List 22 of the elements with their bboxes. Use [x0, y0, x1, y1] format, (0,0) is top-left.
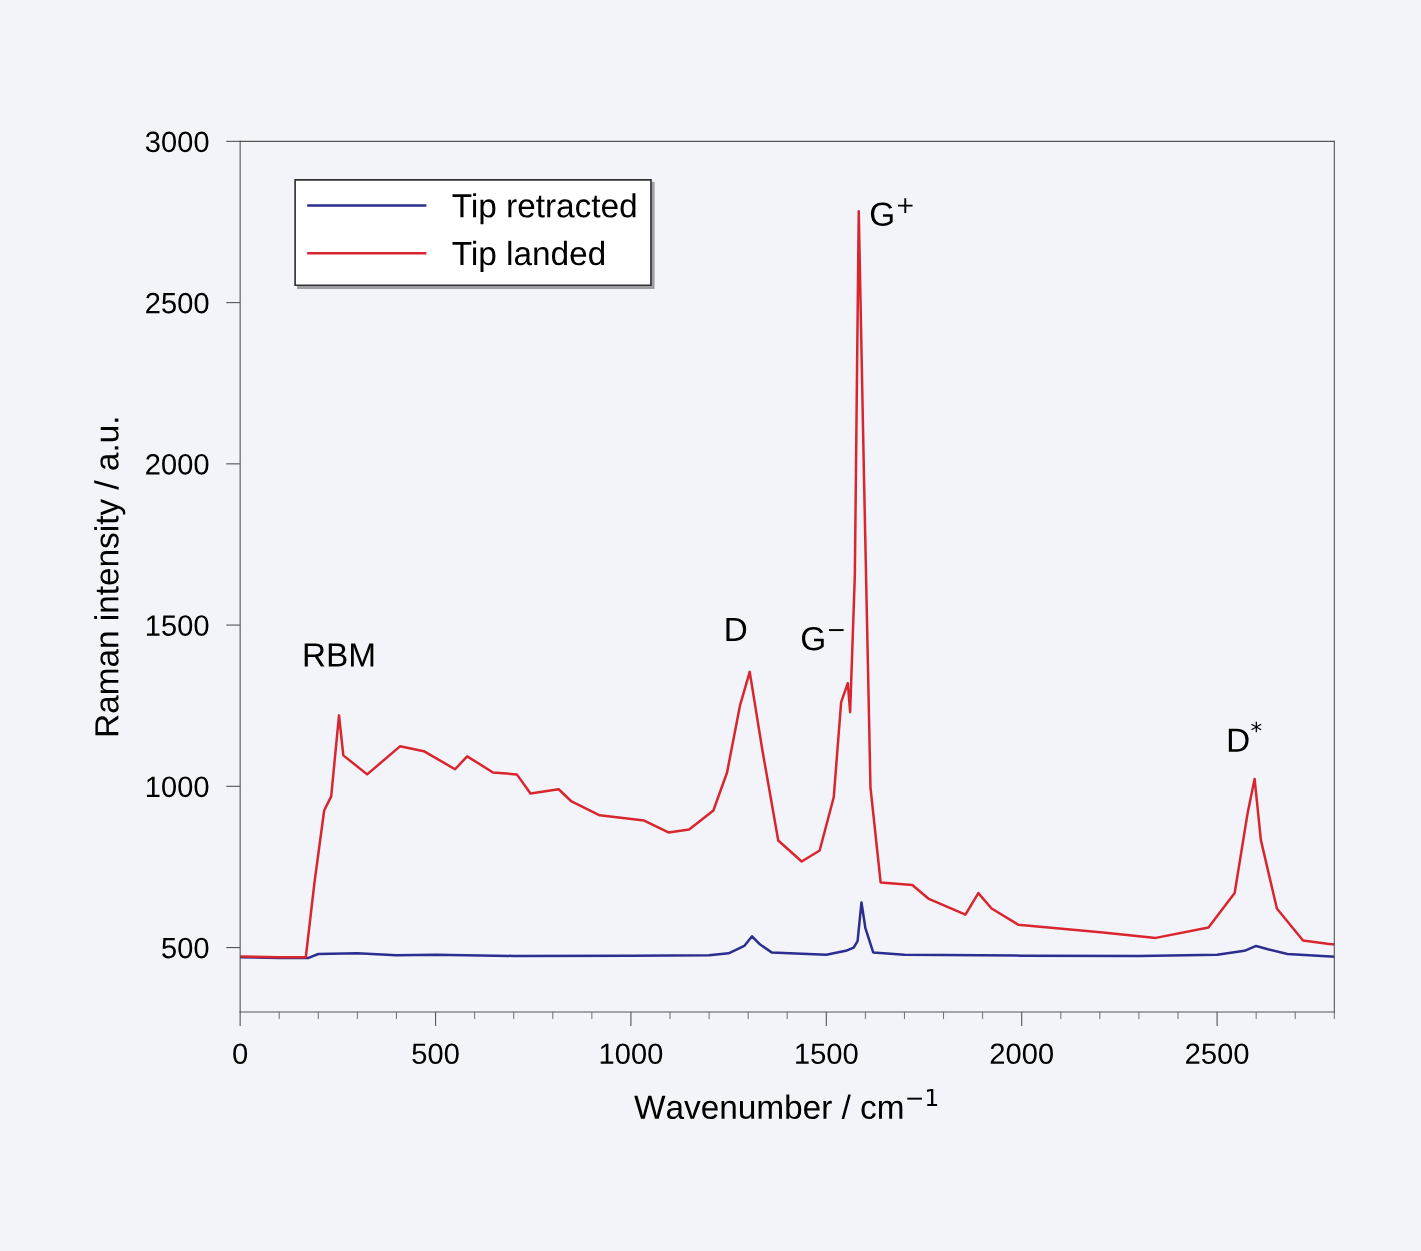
y-tick-label: 3000: [145, 131, 209, 153]
y-tick-label: 1500: [146, 615, 209, 636]
line-series: [240, 901, 1335, 960]
y-tick-label: 2000: [146, 454, 209, 475]
y-tick-label: 2500: [146, 292, 209, 314]
annotation: RBM: [304, 643, 374, 667]
x-tick-label: 0: [233, 1043, 248, 1065]
x-tick-label: 1500: [796, 1043, 858, 1065]
x-axis-title: Wavenumber / cm$^{−1}$: [634, 1088, 938, 1120]
x-tick-label: 2000: [990, 1043, 1053, 1065]
y-axis-title: Raman intensity / a.u.: [94, 418, 126, 736]
y-tick-label: 500: [162, 937, 209, 959]
legend-label: Tip retracted: [452, 193, 636, 225]
annotation: D: [726, 617, 747, 641]
legend-label: Tip landed: [452, 240, 605, 272]
annotation: D$^{*}$: [1228, 721, 1262, 752]
x-tick-label: 2500: [1186, 1043, 1249, 1065]
annotation: G$^{+}$: [870, 198, 913, 227]
annotation: G$^{−}$: [801, 626, 844, 651]
x-tick-label: 500: [412, 1043, 459, 1065]
x-tick-label: 1000: [600, 1043, 663, 1065]
y-tick-label: 1000: [146, 776, 209, 798]
